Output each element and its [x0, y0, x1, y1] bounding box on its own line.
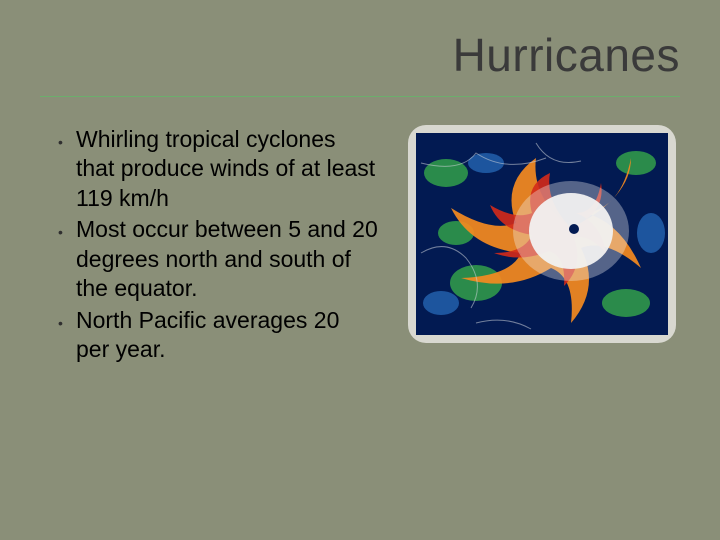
- bullet-text: Whirling tropical cyclones that produce …: [76, 125, 378, 213]
- list-item: • Whirling tropical cyclones that produc…: [58, 125, 378, 213]
- list-item: • Most occur between 5 and 20 degrees no…: [58, 215, 378, 303]
- hurricane-image: [408, 125, 676, 343]
- bullet-icon: •: [58, 125, 76, 213]
- bullet-list: • Whirling tropical cyclones that produc…: [58, 125, 378, 367]
- bullet-text: North Pacific averages 20 per year.: [76, 306, 378, 365]
- list-item: • North Pacific averages 20 per year.: [58, 306, 378, 365]
- bullet-text: Most occur between 5 and 20 degrees nort…: [76, 215, 378, 303]
- hurricane-satellite-icon: [416, 133, 668, 335]
- image-column: [402, 125, 682, 367]
- bullet-icon: •: [58, 215, 76, 303]
- content-row: • Whirling tropical cyclones that produc…: [0, 97, 720, 367]
- bullet-icon: •: [58, 306, 76, 365]
- page-title: Hurricanes: [40, 28, 680, 82]
